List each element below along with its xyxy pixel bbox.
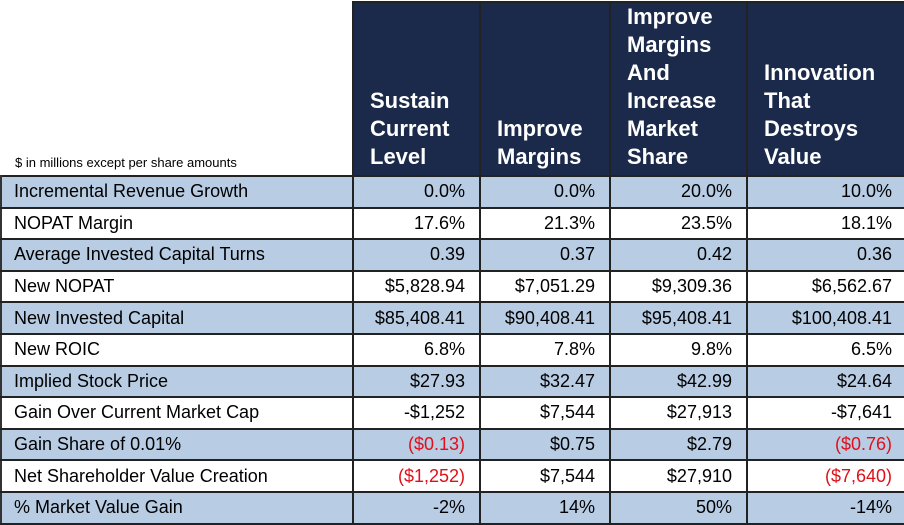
table-cell: $2.79	[609, 427, 748, 462]
column-header: Improve Margins And Increase Market Shar…	[609, 1, 748, 177]
table-cell: 20.0%	[609, 175, 748, 209]
table-row: % Market Value Gain -2% 14% 50% -14%	[0, 490, 904, 525]
table-cell: ($0.76)	[746, 427, 904, 462]
table-cell: $9,309.36	[609, 269, 748, 304]
column-header: Innovation That Destroys Value	[746, 1, 904, 177]
table-cell: $27.93	[352, 364, 481, 399]
table-row: New NOPAT $5,828.94 $7,051.29 $9,309.36 $6,5…	[0, 269, 904, 304]
table-cell: 0.0%	[479, 175, 611, 209]
table-cell: -$7,641	[746, 396, 904, 430]
table-cell: $6,562.67	[746, 269, 904, 304]
row-label: Implied Stock Price	[0, 364, 354, 399]
table-cell: $85,408.41	[352, 301, 481, 335]
table-cell: $7,051.29	[479, 269, 611, 304]
table-row: Implied Stock Price $27.93 $32.47 $42.99 $24…	[0, 364, 904, 399]
table-cell: 0.42	[609, 238, 748, 272]
table-cell: 23.5%	[609, 206, 748, 241]
table-cell: $7,544	[479, 459, 611, 493]
table-row: Gain Over Current Market Cap -$1,252 $7,54…	[0, 396, 904, 430]
row-label: Net Shareholder Value Creation	[0, 459, 354, 493]
table-cell: ($0.13)	[352, 427, 481, 462]
table-cell: -2%	[352, 490, 481, 525]
table-cell: 0.39	[352, 238, 481, 272]
table-cell: ($7,640)	[746, 459, 904, 493]
row-label: New NOPAT	[0, 269, 354, 304]
table-cell: 18.1%	[746, 206, 904, 241]
table-row: NOPAT Margin 17.6% 21.3% 23.5% 18.1%	[0, 206, 904, 241]
table-cell: $32.47	[479, 364, 611, 399]
table-cell: $100,408.41	[746, 301, 904, 335]
table-cell: 21.3%	[479, 206, 611, 241]
table-cell: 14%	[479, 490, 611, 525]
table-cell: $42.99	[609, 364, 748, 399]
table-cell: 6.5%	[746, 332, 904, 367]
table-cell: $27,910	[609, 459, 748, 493]
table-cell: 10.0%	[746, 175, 904, 209]
table-cell: $5,828.94	[352, 269, 481, 304]
row-label: New Invested Capital	[0, 301, 354, 335]
table-row: New ROIC 6.8% 7.8% 9.8% 6.5%	[0, 332, 904, 367]
table-row: Average Invested Capital Turns 0.39 0.37 0.…	[0, 238, 904, 272]
row-label: Gain Share of 0.01%	[0, 427, 354, 462]
table-cell: ($1,252)	[352, 459, 481, 493]
table-row: Gain Share of 0.01% ($0.13) $0.75 $2.79 ($0.…	[0, 427, 904, 462]
row-label: % Market Value Gain	[0, 490, 354, 525]
column-header: Sustain Current Level	[352, 1, 481, 177]
row-label: Average Invested Capital Turns	[0, 238, 354, 272]
table-cell: 0.37	[479, 238, 611, 272]
table-cell: 50%	[609, 490, 748, 525]
table-cell: 0.36	[746, 238, 904, 272]
table-cell: $7,544	[479, 396, 611, 430]
header-row: $ in millions except per share amounts S…	[1, 1, 904, 177]
table-row: New Invested Capital $85,408.41 $90,408.41…	[0, 301, 904, 335]
row-label: Gain Over Current Market Cap	[0, 396, 354, 430]
table-row: Net Shareholder Value Creation ($1,252) $7…	[0, 459, 904, 493]
table-cell: $0.75	[479, 427, 611, 462]
column-header: Improve Margins	[479, 1, 611, 177]
table-cell: -14%	[746, 490, 904, 525]
table-cell: 17.6%	[352, 206, 481, 241]
table-cell: 9.8%	[609, 332, 748, 367]
row-label: Incremental Revenue Growth	[0, 175, 354, 209]
table-cell: $90,408.41	[479, 301, 611, 335]
table-cell: 7.8%	[479, 332, 611, 367]
table-cell: 6.8%	[352, 332, 481, 367]
row-label: New ROIC	[0, 332, 354, 367]
table-cell: $24.64	[746, 364, 904, 399]
table-cell: $27,913	[609, 396, 748, 430]
table-cell: $95,408.41	[609, 301, 748, 335]
units-note: $ in millions except per share amounts	[1, 2, 354, 176]
table-row: Incremental Revenue Growth 0.0% 0.0% 20.0% 1…	[0, 175, 904, 209]
row-label: NOPAT Margin	[0, 206, 354, 241]
table-cell: -$1,252	[352, 396, 481, 430]
table-cell: 0.0%	[352, 175, 481, 209]
